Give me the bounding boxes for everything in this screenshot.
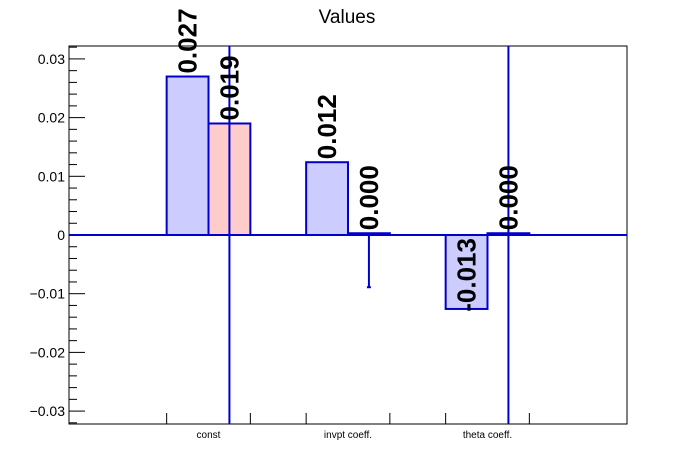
bar [444,234,489,310]
x-tick-label: invpt coeff. [324,430,372,441]
data-label: 0.027 [173,8,203,73]
x-tick-label: theta coeff. [463,430,512,441]
bar [305,161,349,236]
chart-title: Values [319,7,376,28]
y-tick-label: −0.01 [30,286,66,302]
data-label: 0.000 [493,165,523,230]
bar [165,75,210,236]
data-label: -0.013 [452,238,482,312]
data-label: 0.000 [354,165,384,230]
y-tick-label: 0.02 [38,110,65,126]
data-label: 0.012 [312,94,342,159]
y-tick-label: −0.03 [30,403,66,419]
data-label: 0.019 [214,55,244,120]
plot-area: 0.03 0.02 0.01 0 −0.01 −0.02 −0.03 const invpt c… [30,8,628,441]
y-tick-label: 0.01 [38,168,65,184]
x-tick-label: const [197,430,221,441]
y-tick-label: 0 [57,227,65,243]
y-tick-label: −0.02 [30,344,66,360]
y-tick-label: 0.03 [38,51,65,67]
